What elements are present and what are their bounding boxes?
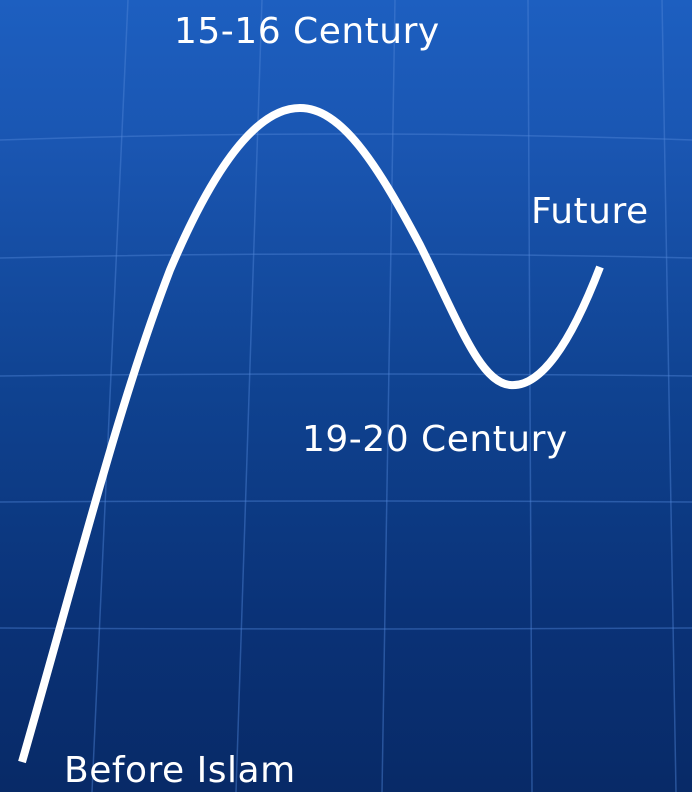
grid-vertical-line xyxy=(381,0,396,792)
grid-vertical-line xyxy=(527,0,533,792)
grid-vertical-line xyxy=(661,0,677,792)
grid-horizontal-line xyxy=(0,500,692,503)
grid-vertical-line xyxy=(235,0,263,792)
grid-vertical-line xyxy=(91,0,129,792)
history-curve xyxy=(18,104,604,764)
start-label: Before Islam xyxy=(64,750,296,791)
future-label: Future xyxy=(531,191,649,232)
trough-label: 19-20 Century xyxy=(302,419,568,460)
grid-horizontal-line xyxy=(0,627,692,630)
peak-label: 15-16 Century xyxy=(174,11,440,52)
grid-horizontal-line xyxy=(0,373,692,377)
grid-horizontal-line xyxy=(0,253,692,259)
